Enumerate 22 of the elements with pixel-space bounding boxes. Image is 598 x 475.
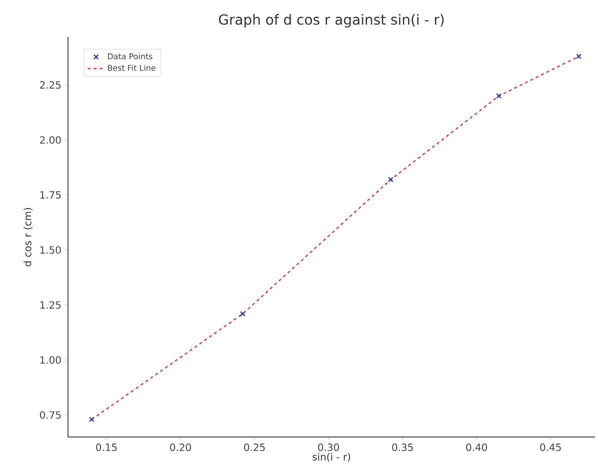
y-tick-label: 1.75 <box>40 191 61 199</box>
y-tick-label: 1.00 <box>40 356 61 364</box>
y-tick-label: 0.75 <box>40 411 61 419</box>
y-tick-label: 2.25 <box>40 81 61 89</box>
y-tick-label: 2.00 <box>40 136 61 144</box>
x-tick-label: 0.45 <box>540 443 561 452</box>
x-tick-label: 0.25 <box>244 443 265 452</box>
point <box>388 176 394 182</box>
x-tick-label: 0.35 <box>392 443 413 452</box>
x-tick-label: 0.20 <box>170 443 191 452</box>
y-tick-label: 1.25 <box>40 301 61 309</box>
point <box>240 311 246 316</box>
y-tick-label: 1.50 <box>40 246 61 254</box>
x-tick-label: 0.15 <box>96 443 117 452</box>
y-axis-title: d cos r (cm) <box>24 208 32 266</box>
chart-title: Graph of d cos r against sin(i - r) <box>218 14 444 28</box>
x-tick-label: 0.40 <box>466 443 488 452</box>
point <box>496 93 502 99</box>
x-tick-label: 0.30 <box>318 443 339 452</box>
x-axis-title: sin(i - r) <box>312 452 350 462</box>
point <box>88 416 94 422</box>
point <box>576 54 582 60</box>
